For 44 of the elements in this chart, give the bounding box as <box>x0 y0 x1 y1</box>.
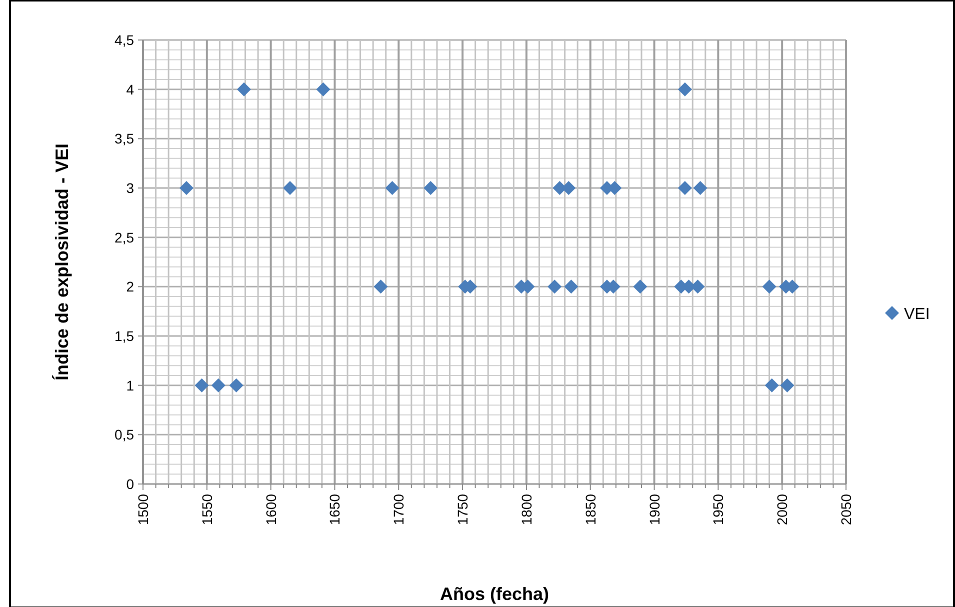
point <box>424 181 438 195</box>
y-tick-label: 4,5 <box>114 32 134 48</box>
y-tick-label: 0 <box>126 476 134 492</box>
point <box>548 280 562 294</box>
point <box>693 181 708 195</box>
y-tick-label: 2,5 <box>114 229 134 246</box>
point <box>780 378 794 392</box>
point <box>764 378 779 392</box>
point <box>564 280 578 294</box>
point <box>282 181 297 195</box>
x-tick-label: 1800 <box>518 494 534 526</box>
point <box>374 280 388 294</box>
x-tick-label: 1500 <box>135 494 151 526</box>
point <box>194 378 209 392</box>
x-tick-label: 1600 <box>262 494 279 526</box>
y-tick-label: 0,5 <box>114 426 134 443</box>
point <box>678 181 692 195</box>
y-tick-label: 1,5 <box>114 328 134 344</box>
x-tick-label: 1700 <box>390 494 407 526</box>
x-tick-label: 2000 <box>774 494 790 526</box>
y-axis-title: Índice de explosividad - VEI <box>52 143 72 381</box>
point <box>316 82 330 96</box>
x-axis-title: Años (fecha) <box>440 584 550 604</box>
x-tick-label: 1550 <box>198 494 215 526</box>
y-tick-label: 3 <box>126 180 134 196</box>
point <box>179 181 194 195</box>
point <box>229 378 244 392</box>
point <box>633 280 648 294</box>
x-tick-label: 1650 <box>326 494 343 526</box>
point <box>762 280 776 294</box>
point <box>678 82 692 96</box>
y-tick-label: 3,5 <box>114 130 134 147</box>
x-tick-label: 1900 <box>646 494 662 526</box>
legend-label: VEI <box>904 306 930 323</box>
y-tick-label: 2 <box>126 278 134 295</box>
point <box>385 181 400 195</box>
y-tick-label: 4 <box>126 81 134 98</box>
x-tick-label: 1850 <box>582 494 598 526</box>
point <box>236 82 251 96</box>
x-tick-label: 2050 <box>838 494 854 526</box>
x-tick-label: 1750 <box>454 494 471 526</box>
y-tick-label: 1 <box>126 377 134 394</box>
x-tick-label: 1950 <box>710 494 726 526</box>
point <box>211 378 226 392</box>
